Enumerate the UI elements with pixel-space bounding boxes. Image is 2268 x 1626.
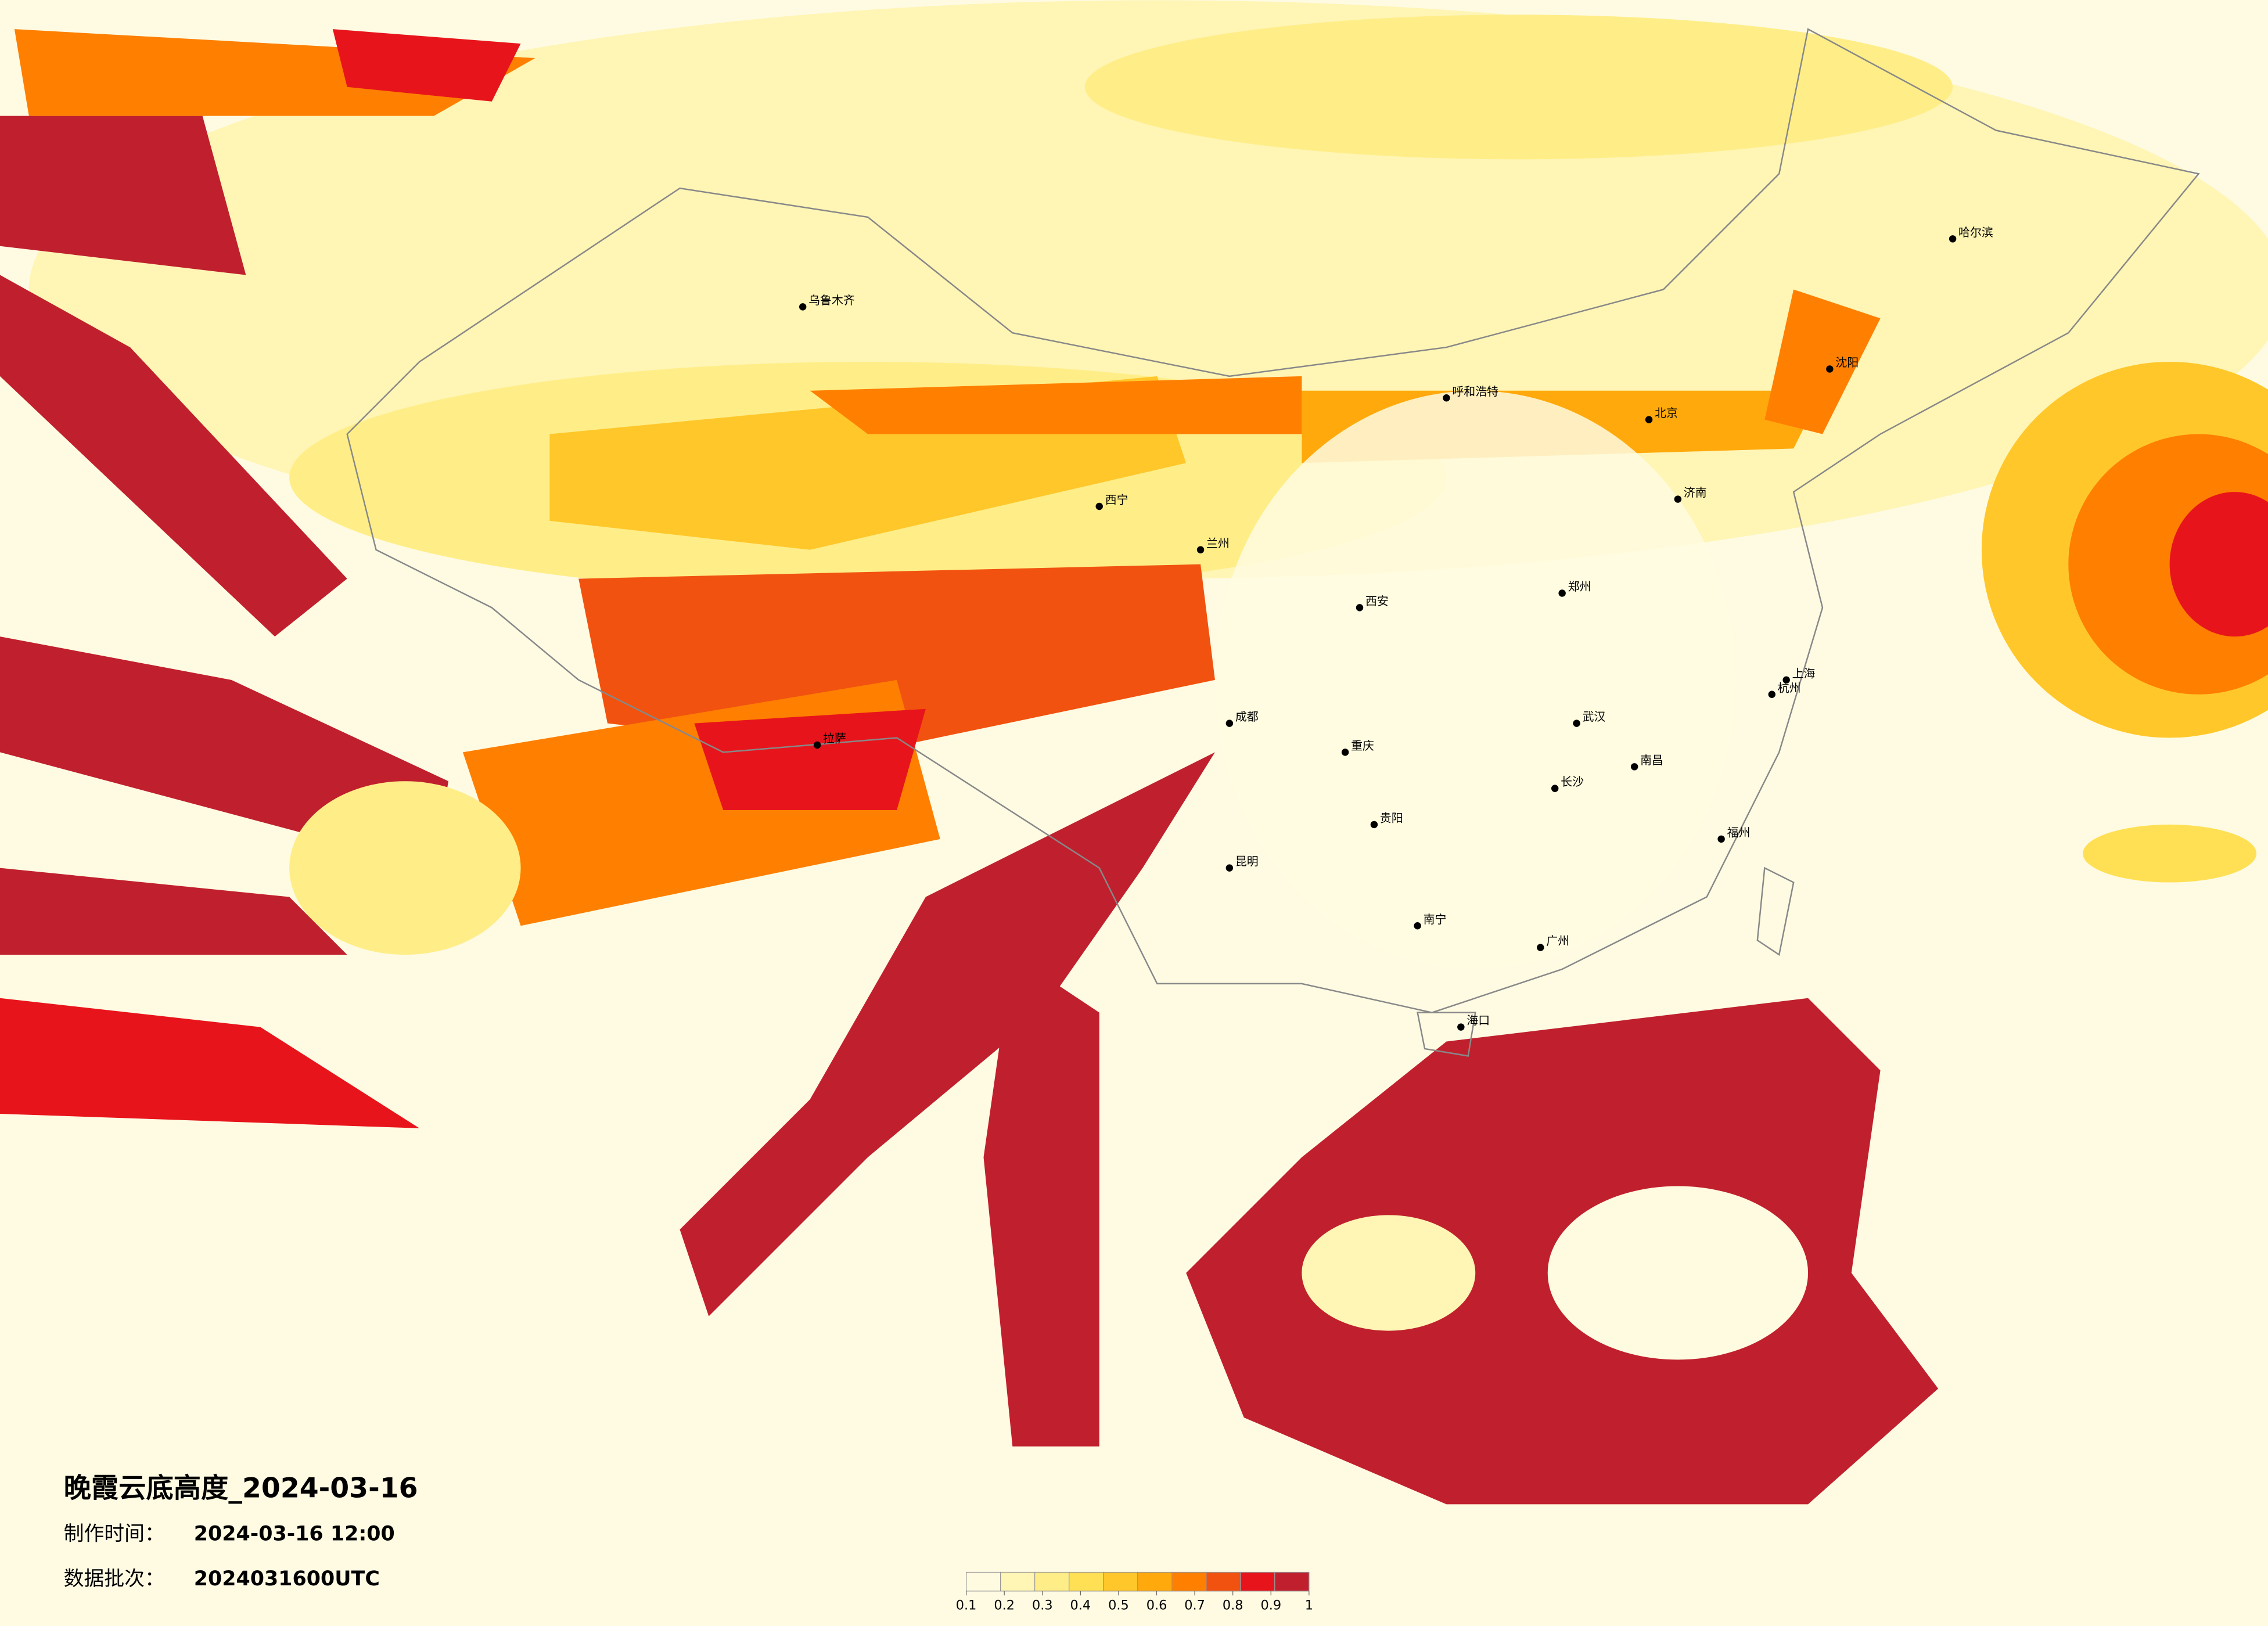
colorbar-tick-label: 0.2 — [994, 1598, 1015, 1613]
colorbar-swatch — [1103, 1571, 1138, 1592]
info-label: 数据批次： — [64, 1567, 165, 1591]
city-dot — [813, 741, 821, 749]
city-label: 武汉 — [1583, 710, 1606, 724]
colorbar-tick-label: 0.6 — [1146, 1598, 1167, 1613]
city-label: 哈尔滨 — [1958, 226, 1993, 239]
city-dot — [1095, 502, 1103, 510]
city-label: 乌鲁木齐 — [808, 294, 855, 307]
city-label: 海口 — [1467, 1014, 1490, 1027]
colorbar-tick-label: 0.4 — [1070, 1598, 1091, 1613]
colorbar-tick-label: 1 — [1305, 1598, 1313, 1613]
city-label: 杭州 — [1778, 681, 1801, 695]
city-label: 南宁 — [1424, 913, 1447, 926]
city-dot — [1196, 546, 1205, 553]
city-label: 重庆 — [1351, 739, 1374, 753]
city-label: 广州 — [1546, 934, 1569, 948]
city-label: 南昌 — [1640, 754, 1663, 767]
city-dot — [1225, 864, 1234, 872]
colorbar: 0.1 0.2 0.3 0.4 0.5 0.6 0.7 0.8 0.9 1 — [956, 1571, 1313, 1613]
city-label: 济南 — [1684, 486, 1707, 499]
colorbar-swatch — [965, 1571, 1001, 1592]
city-label: 郑州 — [1568, 580, 1591, 593]
city-dot — [1537, 944, 1544, 951]
city-dot — [1414, 922, 1421, 930]
info-value: 2024-03-16 12:00 — [194, 1523, 395, 1546]
city-dot — [1949, 235, 1957, 243]
city-label: 成都 — [1235, 710, 1259, 724]
city-dot — [1645, 416, 1653, 423]
city-label: 贵阳 — [1380, 811, 1403, 825]
colorbar-tick-label: 0.5 — [1108, 1598, 1129, 1613]
colorbar-swatch — [1206, 1571, 1241, 1592]
city-label: 兰州 — [1206, 537, 1230, 550]
cloud-field — [0, 0, 2268, 1505]
colorbar-tick-label: 0.3 — [1032, 1598, 1053, 1613]
city-dot — [1630, 763, 1638, 771]
colorbar-swatch — [1000, 1571, 1036, 1592]
city-dot — [1356, 604, 1364, 611]
colorbar-swatch — [1240, 1571, 1275, 1592]
city-label: 西宁 — [1105, 494, 1128, 507]
colorbar-swatch — [1069, 1571, 1104, 1592]
city-dot — [1717, 835, 1725, 843]
city-dot — [799, 303, 807, 311]
city-label: 福州 — [1727, 826, 1751, 839]
city-dot — [1782, 676, 1790, 684]
city-label: 西安 — [1365, 595, 1389, 608]
city-label: 上海 — [1792, 667, 1816, 680]
city-label: 呼和浩特 — [1452, 385, 1498, 398]
city-label: 昆明 — [1235, 855, 1259, 868]
city-dot — [1457, 1023, 1465, 1031]
city-label: 沈阳 — [1835, 356, 1859, 369]
info-value: 2024031600UTC — [194, 1567, 380, 1591]
colorbar-swatch — [1137, 1571, 1173, 1592]
city-dot — [1341, 749, 1349, 756]
city-dot — [1558, 589, 1566, 597]
city-dot — [1443, 394, 1450, 402]
info-label: 制作时间： — [64, 1523, 165, 1546]
city-dot — [1768, 690, 1776, 699]
colorbar-tick-label: 0.9 — [1260, 1598, 1281, 1613]
colorbar-swatch — [1274, 1571, 1310, 1592]
city-label: 北京 — [1655, 406, 1678, 420]
city-dot — [1674, 495, 1682, 503]
city-label: 长沙 — [1561, 775, 1584, 789]
city-label: 拉萨 — [823, 732, 846, 745]
colorbar-swatch — [1171, 1571, 1207, 1592]
colorbar-tick-label: 0.8 — [1223, 1598, 1243, 1613]
country-outline — [346, 28, 2200, 1013]
colorbar-tick-label: 0.1 — [956, 1598, 977, 1613]
colorbar-swatch — [1034, 1571, 1070, 1592]
city-dot — [1551, 785, 1559, 792]
map-title: 晚霞云底高度_2024-03-16 — [64, 1473, 418, 1505]
city-dot — [1573, 720, 1580, 727]
city-dot — [1225, 720, 1234, 727]
colorbar-tick-label: 0.7 — [1184, 1598, 1205, 1613]
island-outline — [1417, 866, 1795, 1057]
city-dot — [1826, 365, 1834, 373]
city-dot — [1370, 821, 1378, 829]
